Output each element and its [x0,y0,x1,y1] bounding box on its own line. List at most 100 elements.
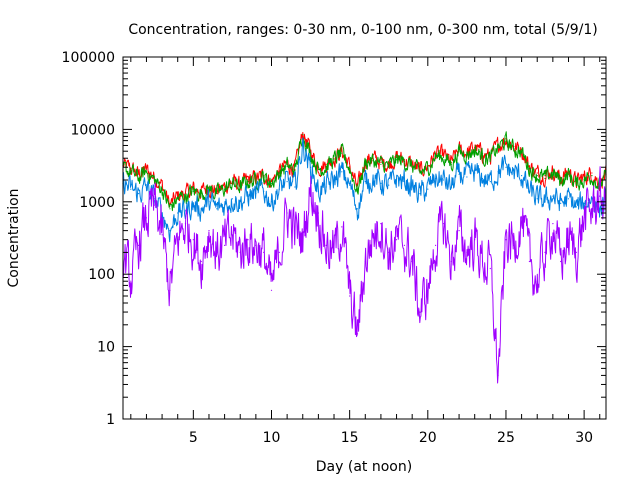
data-point [411,186,413,188]
data-point [521,217,523,219]
data-point [450,186,452,188]
data-point [255,179,257,181]
data-point [599,208,601,210]
data-point [560,202,562,204]
y-axis-title: Concentration [6,188,22,287]
data-point [380,182,382,184]
data-point [442,154,444,156]
data-point [294,230,296,232]
data-point [466,153,468,156]
data-point [411,165,413,167]
data-point [364,181,366,183]
data-point [247,179,249,181]
data-point [591,172,593,174]
data-point [208,201,210,203]
data-point [380,223,382,225]
data-point [138,177,140,180]
data-point [481,155,484,157]
data-point [216,193,218,195]
data-point [458,230,460,232]
data-point [521,175,523,177]
data-point [310,152,312,154]
x-tick-label: 20 [419,430,437,446]
data-point [583,202,585,204]
data-point [560,180,562,182]
data-point [177,212,179,214]
data-point [388,251,390,253]
data-point [153,179,155,181]
data-point [591,175,593,177]
y-tick-label: 1 [106,412,115,428]
data-point [552,223,554,225]
data-point [286,181,288,183]
data-point [544,175,546,177]
data-point [341,152,343,154]
data-point [231,182,233,184]
data-point [161,234,163,236]
data-point [497,171,499,173]
data-point [567,198,570,200]
data-point [333,251,335,253]
data-point [489,181,491,183]
x-axis-title: Day (at noon) [316,459,412,475]
data-point [177,239,179,241]
data-point [435,244,437,246]
data-point [263,176,265,178]
data-point [544,251,546,253]
data-point [153,204,155,206]
data-point [380,161,382,163]
data-point [270,181,273,183]
data-point [255,193,257,195]
data-point [364,161,366,163]
data-point [130,188,132,190]
data-point [349,167,351,169]
data-point [239,186,241,188]
data-point [458,151,460,153]
data-point [372,160,374,162]
data-point [403,181,405,183]
data-point [497,147,499,149]
data-point [286,212,288,214]
data-point [450,260,452,263]
data-point [302,144,304,147]
data-point [544,201,546,203]
data-point [356,208,359,210]
data-point [341,171,343,173]
data-point [364,260,366,263]
data-point [169,289,171,291]
series-line [122,131,607,212]
data-point [255,244,257,246]
data-point [247,181,249,183]
data-point [380,163,382,165]
data-point [513,148,515,150]
data-point [145,186,147,188]
data-point [341,150,343,152]
data-point [403,244,405,246]
data-point [536,198,538,200]
data-point [575,251,577,253]
data-point [349,165,351,167]
data-point [505,166,507,168]
data-point [513,172,515,174]
data-point [325,165,327,167]
data-point [528,167,531,169]
data-point [372,234,374,236]
data-point [224,186,226,188]
data-point [177,198,179,200]
data-point [161,212,163,214]
series-group [122,131,607,384]
data-point [177,195,179,197]
data-point [224,188,226,190]
data-point [138,244,140,246]
data-point [560,260,562,263]
data-point [278,251,280,253]
data-point [521,151,523,153]
data-point [184,195,187,197]
data-point [325,186,327,188]
data-point [435,155,437,157]
y-tick-label: 100 [88,267,115,283]
data-point [169,230,171,232]
data-point [544,177,546,180]
data-point [169,208,171,210]
data-point [528,260,531,263]
